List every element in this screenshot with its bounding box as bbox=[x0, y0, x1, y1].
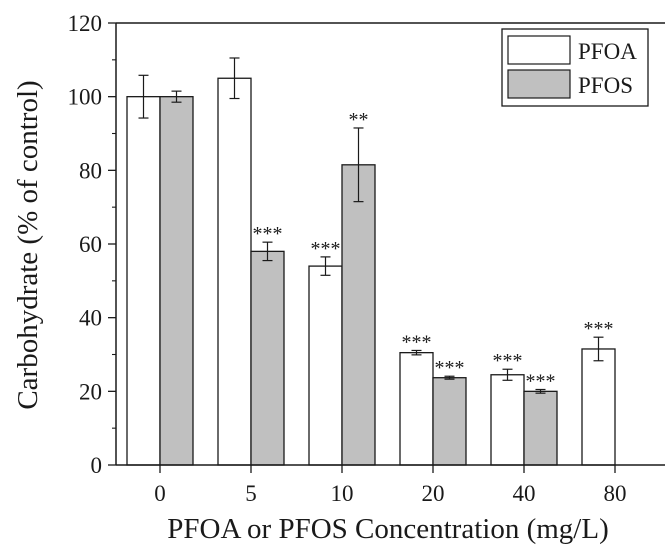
bar-pfoa-10 bbox=[308, 265, 343, 466]
bar-pfoa-20 bbox=[399, 352, 434, 466]
bar-pfos-40 bbox=[523, 390, 558, 466]
bar-pfoa-5 bbox=[217, 77, 252, 466]
bar-pfoa-80 bbox=[581, 348, 616, 466]
x-tick-label-40: 40 bbox=[513, 481, 536, 506]
significance-label-pfoa-40: *** bbox=[493, 350, 523, 372]
x-axis-label: PFOA or PFOS Concentration (mg/L) bbox=[167, 513, 608, 545]
y-tick-label-120: 120 bbox=[68, 11, 103, 36]
significance-label-pfoa-10: *** bbox=[311, 238, 341, 260]
x-tick-label-0: 0 bbox=[154, 481, 166, 506]
significance-label-pfoa-80: *** bbox=[584, 318, 614, 340]
bar-pfoa-40 bbox=[490, 374, 525, 466]
significance-label-pfos-10: ** bbox=[349, 109, 369, 131]
bar-pfos-5 bbox=[250, 250, 285, 466]
chart-marks: *********************** bbox=[126, 57, 616, 466]
y-tick-label-40: 40 bbox=[79, 306, 102, 331]
y-tick-label-80: 80 bbox=[79, 158, 102, 183]
x-tick-label-10: 10 bbox=[331, 481, 354, 506]
y-tick-label-0: 0 bbox=[91, 453, 103, 478]
legend-swatch-pfos bbox=[507, 69, 571, 99]
significance-label-pfoa-20: *** bbox=[402, 331, 432, 353]
legend-label-pfos: PFOS bbox=[578, 73, 633, 98]
legend-swatch-pfoa bbox=[507, 35, 571, 65]
significance-label-pfos-20: *** bbox=[435, 357, 465, 379]
significance-label-pfos-5: *** bbox=[253, 223, 283, 245]
x-tick-label-80: 80 bbox=[604, 481, 627, 506]
bar-pfos-20 bbox=[432, 377, 467, 466]
legend: PFOA PFOS bbox=[501, 28, 649, 107]
y-tick-label-60: 60 bbox=[79, 232, 102, 257]
y-tick-label-20: 20 bbox=[79, 379, 102, 404]
legend-label-pfoa: PFOA bbox=[578, 39, 637, 64]
x-tick-label-5: 5 bbox=[245, 481, 257, 506]
x-tick-label-20: 20 bbox=[422, 481, 445, 506]
bar-pfoa-0 bbox=[126, 96, 161, 466]
bar-pfos-0 bbox=[159, 96, 194, 466]
chart-axes: 0 20 40 60 80 100 120 0 5 10 20 40 80 bbox=[68, 11, 665, 506]
y-axis-label: Carbohydrate (% of control) bbox=[12, 80, 44, 409]
y-tick-label-100: 100 bbox=[68, 85, 103, 110]
bar-pfos-10 bbox=[341, 164, 376, 466]
significance-label-pfos-40: *** bbox=[526, 370, 556, 392]
